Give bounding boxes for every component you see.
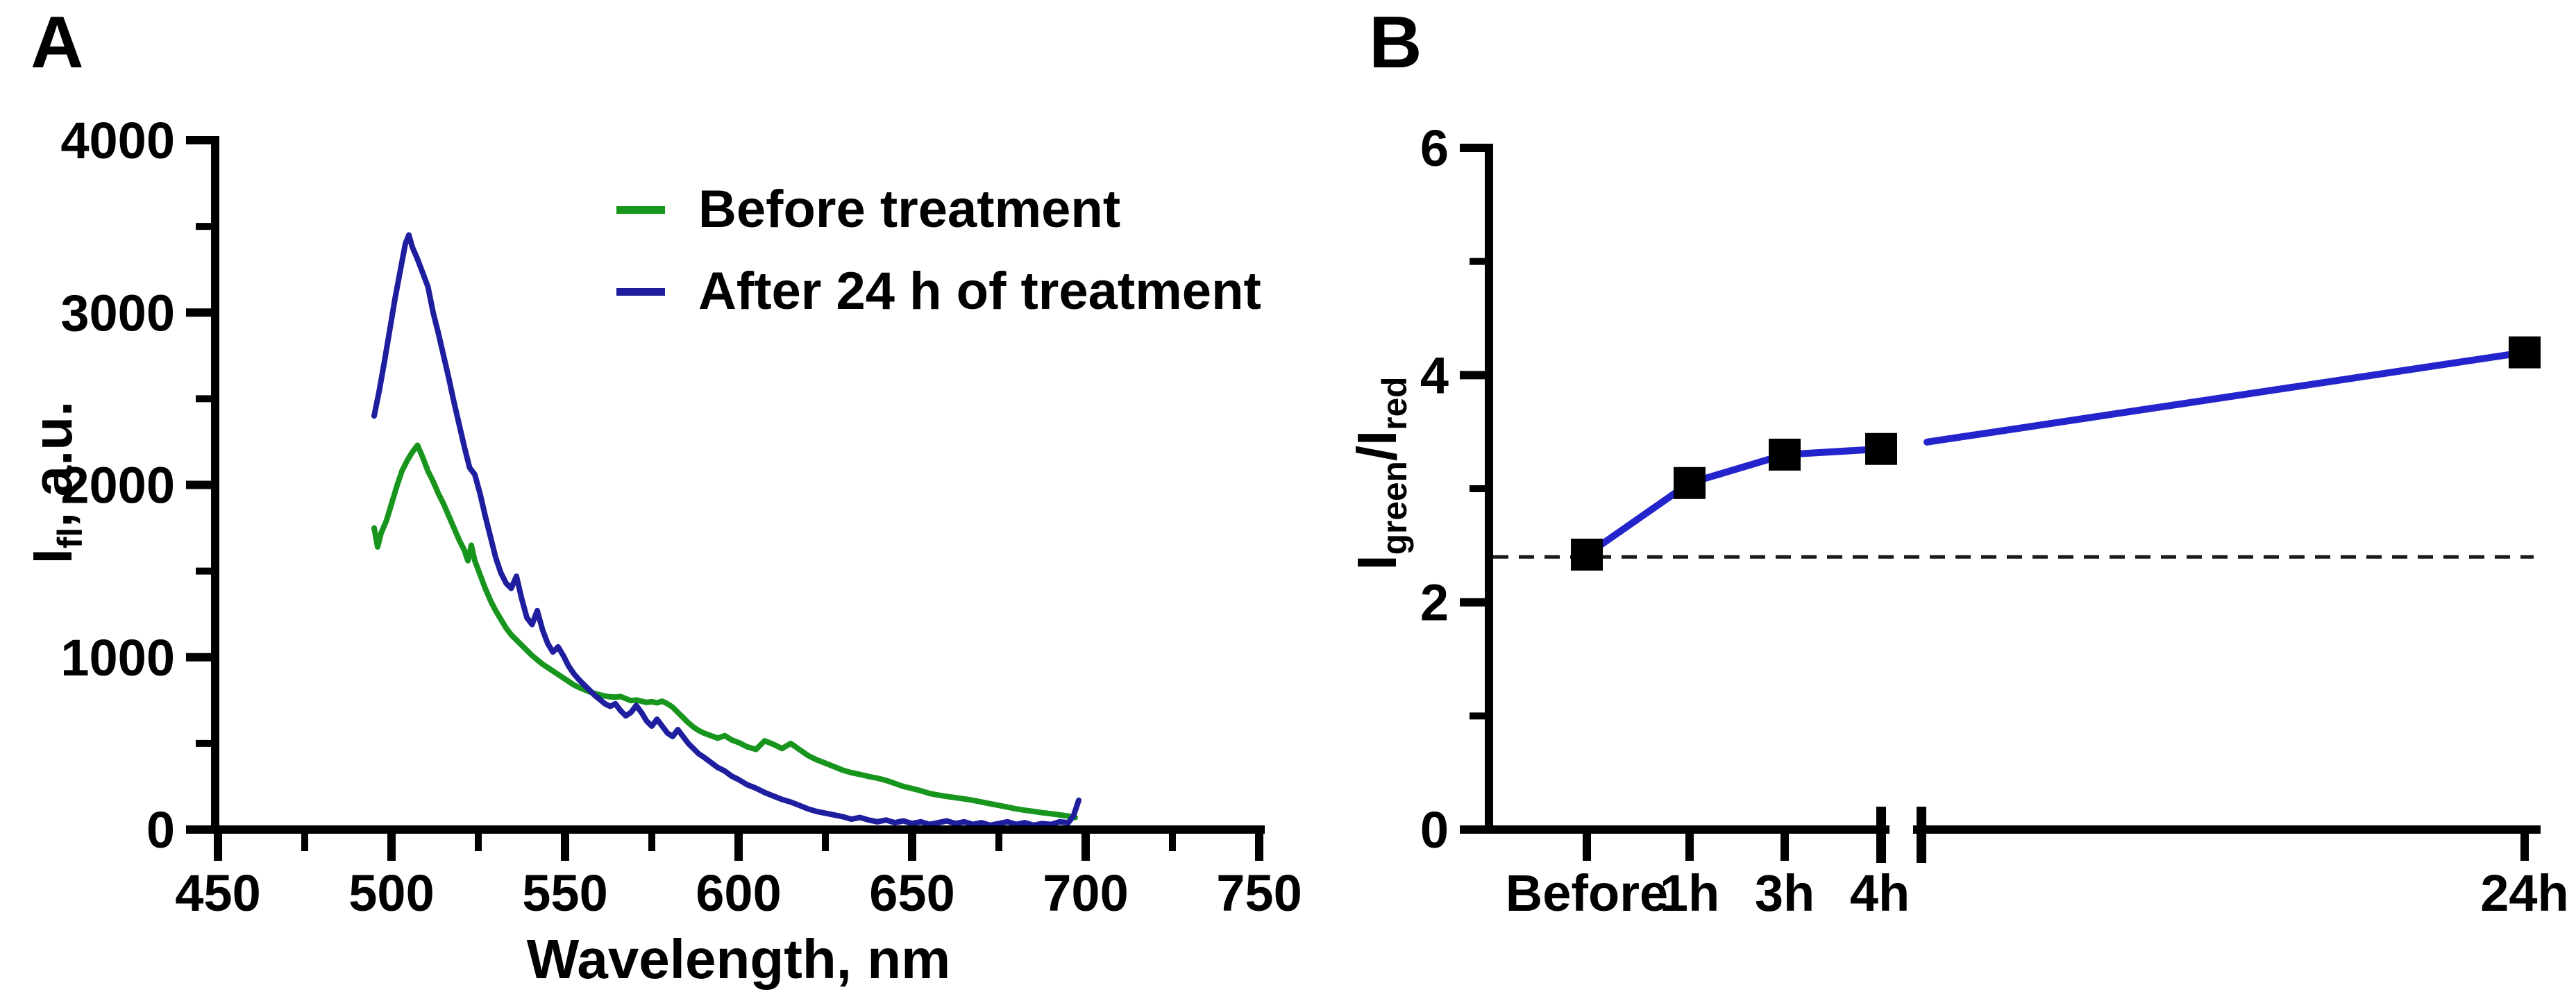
x-tick-label: 700 xyxy=(1043,864,1128,922)
y-title-i-red: /I xyxy=(1346,430,1408,462)
y-tick-label: 0 xyxy=(146,801,175,859)
y-tick-label: 1000 xyxy=(60,629,175,687)
y-title-subscript-red: red xyxy=(1374,376,1414,430)
x-category-label: 24h xyxy=(2480,864,2569,922)
data-point-3h xyxy=(1769,438,1801,471)
y-tick-label: 3000 xyxy=(60,284,175,342)
panel-b-label: B xyxy=(1369,1,1422,83)
x-tick-label: 450 xyxy=(175,864,260,922)
x-tick-label: 550 xyxy=(522,864,607,922)
x-category-label: 3h xyxy=(1755,864,1815,922)
y-title-units: , a.u. xyxy=(22,401,84,528)
x-category-label: 1h xyxy=(1660,864,1719,922)
data-point-24h xyxy=(2509,336,2541,369)
x-tick-label: 750 xyxy=(1216,864,1302,922)
x-tick-label: 650 xyxy=(869,864,954,922)
spectrum-curve-after xyxy=(371,232,1081,828)
y-title-subscript-green: green xyxy=(1374,461,1414,555)
panel-a-label: A xyxy=(31,1,84,83)
panel-a-y-axis-title: Ifl, a.u. xyxy=(21,401,90,564)
panel-b-y-axis-title: Igreen/Ired xyxy=(1345,377,1415,571)
x-category-label: Before xyxy=(1506,864,1668,922)
y-tick-label: 2000 xyxy=(60,457,175,514)
legend-label-after: After 24 h of treatment xyxy=(698,262,1261,321)
ratio-line-post-break xyxy=(1923,348,2528,446)
ratio-line-pre-break xyxy=(1583,445,1885,558)
spectrum-curve-before xyxy=(371,442,1078,821)
legend-line-swatch-blue xyxy=(616,287,665,296)
data-point-1h xyxy=(1674,466,1706,499)
legend-item-after: After 24 h of treatment xyxy=(616,262,1261,321)
y-tick-label: 4 xyxy=(1420,346,1449,404)
legend-label-before: Before treatment xyxy=(698,180,1121,239)
panel-a-x-axis-title: Wavelength, nm xyxy=(526,928,951,990)
y-tick-label: 4000 xyxy=(60,112,175,169)
y-title-base: I xyxy=(22,548,84,564)
y-title-i-green: I xyxy=(1346,555,1408,571)
data-point-4h xyxy=(1865,432,1897,465)
x-tick-label: 500 xyxy=(348,864,434,922)
y-tick-label: 0 xyxy=(1420,801,1449,859)
y-tick-label: 2 xyxy=(1420,574,1449,632)
data-point-before xyxy=(1571,538,1603,571)
legend-line-swatch-green xyxy=(616,205,665,214)
legend-item-before: Before treatment xyxy=(616,180,1120,239)
x-category-label: 4h xyxy=(1850,864,1910,922)
y-title-subscript: fl xyxy=(50,527,90,549)
y-tick-label: 6 xyxy=(1420,119,1449,177)
x-tick-label: 600 xyxy=(696,864,781,922)
